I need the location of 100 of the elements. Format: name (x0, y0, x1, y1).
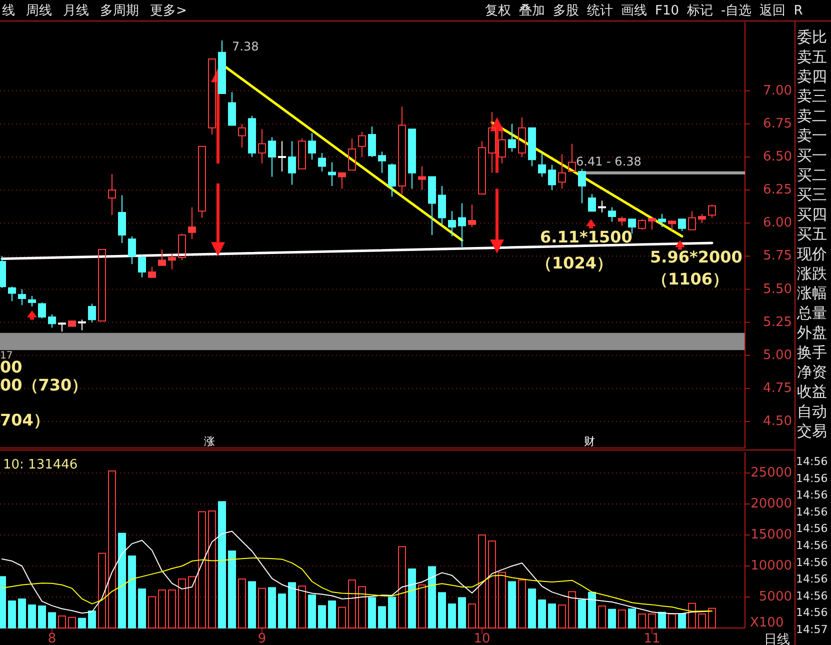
bar (438, 592, 446, 628)
y-tick-label: 7.00 (763, 83, 792, 98)
bar (608, 608, 616, 628)
bar (688, 602, 696, 628)
bar (458, 597, 466, 628)
candlestick (528, 127, 536, 167)
candlestick (508, 123, 516, 152)
x-tick-label: 10 (474, 632, 490, 645)
candlestick (188, 206, 196, 240)
bar (298, 586, 306, 628)
bar (98, 552, 106, 628)
candlestick (198, 146, 206, 218)
text: 买四 (797, 205, 827, 224)
text: 14:56 (796, 572, 828, 586)
candlestick (348, 138, 356, 171)
candlestick (118, 194, 126, 244)
candlestick (548, 164, 556, 191)
candlestick (178, 233, 186, 261)
text: X100 (750, 616, 784, 631)
candlestick (468, 204, 476, 228)
candlestick (478, 140, 486, 194)
candlestick (538, 152, 546, 178)
text: 净资 (797, 362, 827, 382)
candlestick (18, 288, 26, 306)
candlestick (408, 128, 416, 190)
candlestick (398, 106, 406, 194)
candlestick (308, 132, 316, 160)
text: 总量 (796, 304, 827, 322)
bar (668, 613, 676, 628)
candlestick (238, 123, 246, 148)
candlestick (518, 116, 526, 158)
bar (508, 581, 516, 628)
bar (178, 578, 186, 628)
candlestick (418, 166, 426, 191)
text: 多股 (553, 4, 579, 19)
bar (648, 613, 656, 628)
candlestick (658, 213, 666, 228)
candlestick (48, 314, 56, 328)
candlestick (708, 204, 716, 218)
bar (548, 604, 556, 628)
candlestick (668, 220, 676, 230)
bar (368, 597, 376, 628)
text: 多周期 (100, 4, 139, 19)
annotation: 10: 131446 (3, 458, 78, 473)
bar (168, 590, 176, 628)
candlestick (388, 163, 396, 198)
bar (488, 540, 496, 628)
candlestick (378, 151, 386, 174)
text: 卖三 (797, 87, 827, 106)
bar (588, 592, 596, 628)
candlestick (138, 254, 146, 278)
annotation: 财 (584, 435, 595, 448)
candlestick (258, 128, 266, 164)
candlestick (38, 302, 46, 319)
text: 交易 (797, 422, 827, 440)
bar (48, 612, 56, 628)
y-tick-label: 5000 (758, 590, 792, 605)
bar (288, 582, 296, 628)
text: 返回 (760, 4, 786, 19)
bar (448, 604, 456, 628)
candlestick (598, 200, 606, 214)
candlestick (278, 140, 286, 172)
bar (58, 615, 66, 628)
candlestick (698, 213, 706, 224)
y-tick-label: 4.50 (763, 414, 792, 430)
y-tick-label: 5.25 (763, 314, 792, 330)
text: 14:56 (796, 606, 828, 620)
text: 14:56 (796, 505, 828, 518)
candlestick (168, 253, 176, 270)
bar (678, 613, 686, 628)
candlestick (88, 303, 96, 323)
bar (78, 618, 86, 628)
y-tick-label: 6.00 (763, 216, 792, 231)
bar (228, 550, 236, 628)
bar (618, 610, 626, 628)
candlestick (248, 115, 256, 158)
candlestick (588, 193, 596, 212)
bar (138, 588, 146, 628)
candlestick (28, 295, 36, 307)
text: 标记 (686, 4, 714, 19)
bar (258, 588, 266, 628)
y-tick-label: 15000 (750, 528, 792, 543)
y-tick-label: 5.00 (763, 348, 792, 363)
text: 委比 (797, 28, 827, 46)
bar (518, 580, 526, 628)
bar (388, 596, 396, 628)
bar (358, 586, 366, 628)
text: 外盘 (797, 324, 827, 342)
text: 涨跌 (797, 264, 827, 283)
text: -自选 (721, 4, 752, 19)
annotation: （1024） (536, 253, 613, 272)
candlestick (568, 143, 576, 172)
candlestick (108, 174, 116, 216)
candlestick (358, 131, 366, 158)
bar (398, 546, 406, 628)
text: 统计 (587, 4, 613, 19)
bar (348, 580, 356, 628)
candlestick (618, 216, 626, 226)
candlestick (208, 58, 216, 135)
bar (188, 576, 196, 628)
